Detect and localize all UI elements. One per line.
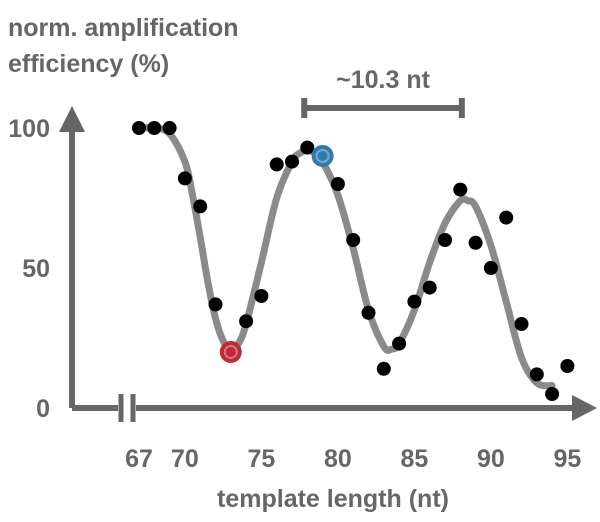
data-point-11 [330, 177, 345, 191]
data-point-0 [132, 121, 146, 135]
data-point-16 [407, 294, 422, 309]
period-annotation-label: ~10.3 nt [336, 66, 430, 94]
data-point-12 [346, 233, 361, 247]
data-point-22 [499, 210, 514, 225]
y-axis-label-line-1: norm. amplification [8, 14, 239, 42]
x-tick-labels: 67 70 75 80 85 90 95 [125, 445, 581, 473]
data-point-18 [438, 233, 452, 247]
x-tick-label-0: 67 [125, 445, 153, 473]
y-tick-label-1: 50 [22, 255, 50, 283]
axes [59, 106, 597, 422]
data-point-23 [514, 317, 529, 331]
data-point-25 [545, 387, 560, 401]
data-point-7 [254, 289, 269, 303]
y-axis-label-line-2: efficiency (%) [8, 50, 169, 78]
y-axis-arrow [59, 106, 85, 132]
data-point-5 [208, 297, 223, 312]
x-tick-label-4: 85 [400, 445, 428, 473]
y-tick-labels: 0 50 100 [8, 115, 50, 423]
x-tick-label-3: 80 [324, 445, 352, 473]
period-bracket [301, 98, 465, 118]
data-point-19 [453, 182, 468, 197]
data-point-17 [422, 280, 437, 295]
data-point-21 [483, 261, 498, 275]
highlight-point-core-1 [315, 149, 330, 163]
data-point-8 [269, 157, 284, 172]
fit-curve [135, 124, 556, 390]
data-point-4 [193, 199, 208, 214]
data-point-3 [177, 171, 192, 186]
x-tick-label-5: 90 [477, 445, 505, 473]
y-tick-label-0: 0 [36, 395, 50, 423]
data-point-24 [529, 367, 544, 382]
x-tick-label-6: 95 [553, 445, 581, 473]
data-point-10 [300, 140, 315, 155]
data-point-20 [468, 235, 483, 250]
data-point-1 [147, 121, 162, 135]
data-points [132, 121, 575, 401]
x-axis-label: template length (nt) [217, 485, 449, 513]
x-tick-label-1: 70 [171, 445, 199, 473]
data-point-14 [376, 361, 391, 376]
x-tick-label-2: 75 [247, 445, 275, 473]
data-point-13 [361, 305, 376, 320]
y-tick-label-2: 100 [8, 115, 50, 143]
data-point-6 [239, 314, 254, 329]
data-point-15 [392, 336, 407, 351]
data-point-9 [285, 154, 299, 169]
highlight-point-core-0 [223, 345, 238, 359]
data-point-2 [162, 121, 177, 135]
data-point-26 [560, 359, 575, 373]
x-axis-arrow [572, 395, 597, 421]
